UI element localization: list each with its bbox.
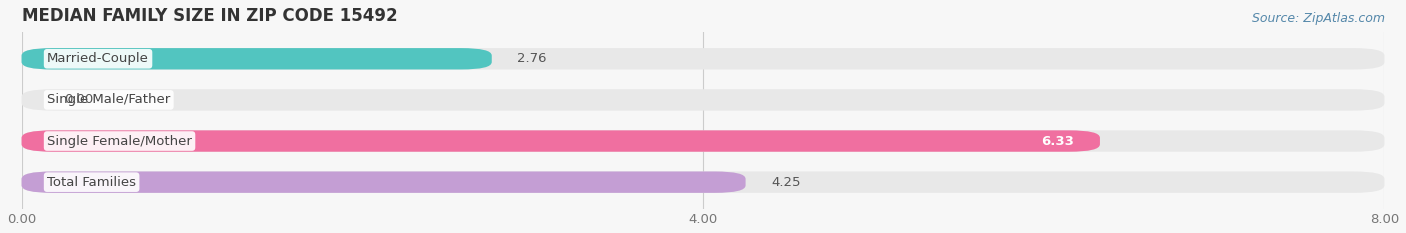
Text: Single Male/Father: Single Male/Father (48, 93, 170, 106)
FancyBboxPatch shape (21, 130, 1385, 152)
Text: 2.76: 2.76 (517, 52, 547, 65)
Text: 6.33: 6.33 (1042, 134, 1074, 147)
Text: MEDIAN FAMILY SIZE IN ZIP CODE 15492: MEDIAN FAMILY SIZE IN ZIP CODE 15492 (21, 7, 396, 25)
FancyBboxPatch shape (21, 130, 1099, 152)
FancyBboxPatch shape (21, 171, 1385, 193)
FancyBboxPatch shape (21, 48, 492, 69)
Text: 0.00: 0.00 (65, 93, 93, 106)
FancyBboxPatch shape (21, 48, 1385, 69)
Text: Married-Couple: Married-Couple (48, 52, 149, 65)
FancyBboxPatch shape (21, 89, 1385, 111)
Text: Single Female/Mother: Single Female/Mother (48, 134, 193, 147)
Text: 4.25: 4.25 (770, 176, 800, 189)
Text: Source: ZipAtlas.com: Source: ZipAtlas.com (1251, 12, 1385, 25)
FancyBboxPatch shape (21, 171, 745, 193)
Text: Total Families: Total Families (48, 176, 136, 189)
